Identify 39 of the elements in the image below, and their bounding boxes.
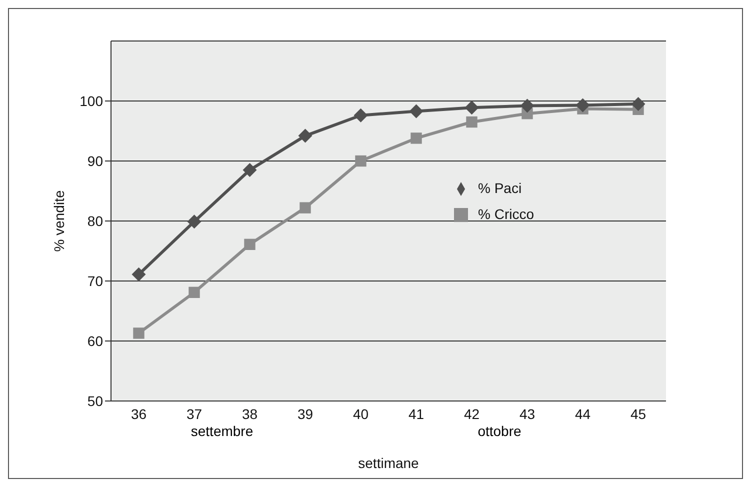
x-tick-label: 42: [464, 406, 480, 422]
x-tick-label: 40: [352, 406, 369, 422]
point: [298, 128, 312, 143]
x-tick-label: 36: [130, 406, 147, 422]
legend-label: % Cricco: [478, 206, 534, 222]
text: settembre: [190, 423, 254, 439]
point: [409, 104, 424, 118]
x-tick-label: 38: [242, 406, 258, 422]
point: [410, 132, 422, 144]
legend-label: % Paci: [478, 180, 522, 196]
x-tick-label: 45: [630, 406, 646, 422]
x-tick-label: 44: [574, 406, 591, 422]
x-tick-label: 39: [297, 406, 314, 422]
point: [300, 202, 311, 214]
x-tick-label: 37: [186, 406, 202, 422]
y-tick-label: 60: [87, 332, 104, 349]
y-tick-label: 70: [87, 272, 104, 289]
x-axis-title: settimane: [358, 455, 420, 471]
point: [520, 98, 534, 113]
point: [354, 108, 368, 122]
point: [244, 238, 256, 250]
text: ottobre: [476, 423, 522, 439]
point: [132, 267, 146, 282]
point: [576, 98, 590, 112]
point: [187, 214, 202, 229]
y-tick-label: 80: [87, 212, 104, 229]
y-axis-title: % vendite: [50, 190, 67, 252]
point: [355, 155, 366, 167]
point: [133, 328, 144, 339]
x-tick-label: 41: [408, 406, 424, 422]
point: [464, 100, 479, 115]
point: [188, 286, 200, 298]
x-tick-label: 43: [519, 406, 536, 422]
point: [466, 116, 478, 128]
y-tick-label: 90: [87, 152, 104, 169]
y-tick-label: 50: [87, 392, 104, 409]
point: [242, 163, 257, 177]
point: [631, 97, 646, 111]
y-tick-label: 100: [80, 92, 104, 109]
